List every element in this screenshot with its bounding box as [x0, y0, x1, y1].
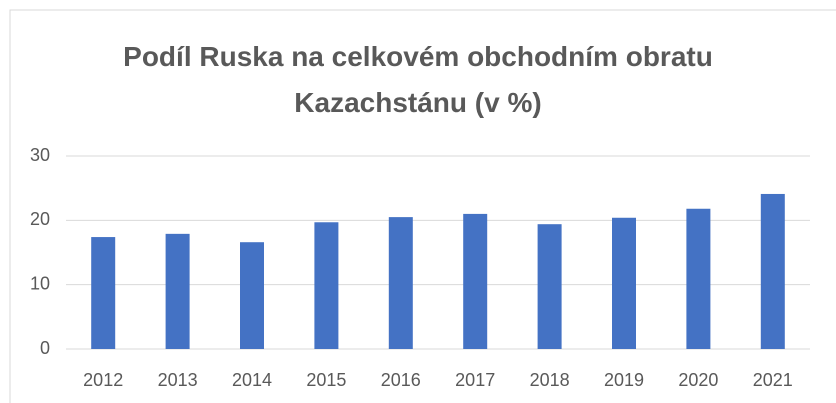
x-tick-label: 2021 [753, 370, 793, 390]
y-tick-label: 20 [30, 209, 50, 229]
x-tick-label: 2016 [381, 370, 421, 390]
x-tick-label: 2014 [232, 370, 272, 390]
x-tick-label: 2020 [678, 370, 718, 390]
x-tick-label: 2019 [604, 370, 644, 390]
bar [240, 242, 264, 349]
y-tick-label: 30 [30, 145, 50, 165]
x-tick-label: 2017 [455, 370, 495, 390]
chart-title: Podíl Ruska na celkovém obchodním obratu… [123, 41, 713, 118]
bar [314, 222, 339, 349]
x-tick-label: 2018 [530, 370, 570, 390]
bar [463, 213, 488, 349]
x-tick-label: 2013 [158, 370, 198, 390]
x-tick-label: 2012 [83, 370, 123, 390]
y-tick-label: 0 [40, 338, 50, 358]
bar [612, 217, 636, 349]
bar [537, 224, 562, 349]
chart-frame [9, 9, 836, 403]
y-tick-label: 10 [30, 273, 50, 293]
bar [165, 233, 190, 349]
bar [760, 193, 785, 349]
x-tick-label: 2015 [306, 370, 346, 390]
bar [686, 208, 711, 349]
bar [91, 237, 116, 349]
bar [388, 217, 413, 349]
